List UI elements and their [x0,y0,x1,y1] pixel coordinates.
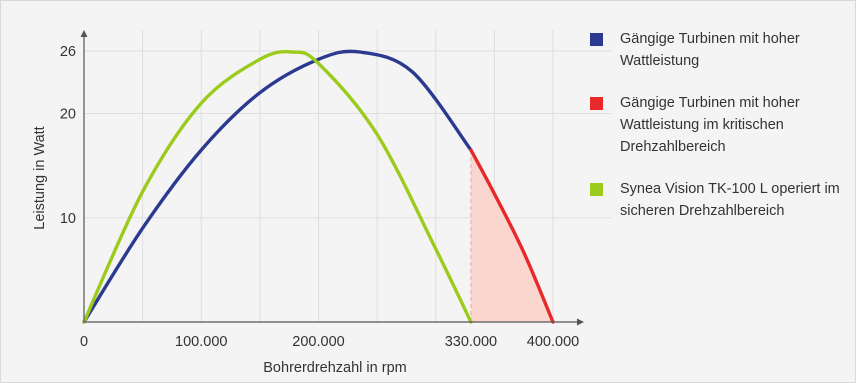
y-axis-title: Leistung in Watt [32,126,48,229]
series-line-synea [82,49,473,324]
legend-swatch-critical [590,97,603,110]
legend-label-standard: Gängige Turbinen mit hoher Wattleistung [620,31,800,69]
series [82,49,555,324]
series-line-standard [82,49,473,324]
axes [80,30,584,326]
x-axis-arrow [577,318,584,326]
x-axis-title: Bohrerdrehzahl in rpm [263,360,406,376]
y-tick-label: 20 [60,107,76,123]
x-tick-label: 100.000 [175,334,227,350]
legend-item-standard: Gängige Turbinen mit hoher Wattleistung [588,28,850,72]
legend-item-critical: Gängige Turbinen mit hoher Wattleistung … [588,92,850,158]
y-tick-label: 10 [60,211,76,227]
x-tick-label: 330.000 [445,334,497,350]
legend-swatch-synea [590,183,603,196]
series-line-critical [469,148,555,324]
x-tick-label: 0 [80,334,88,350]
y-axis-arrow [80,30,88,37]
legend-swatch-standard [590,33,603,46]
y-tick-label: 26 [60,44,76,60]
legend-label-synea: Synea Vision TK-100 L operiert im sicher… [620,181,840,219]
critical-zone-fill [470,150,553,322]
x-tick-label: 400.000 [527,334,579,350]
legend: Gängige Turbinen mit hoher Wattleistung … [588,28,850,242]
tick-labels: 0 100.000 200.000 330.000 400.000 10 20 26 [60,44,579,350]
legend-label-critical: Gängige Turbinen mit hoher Wattleistung … [620,95,800,155]
legend-item-synea: Synea Vision TK-100 L operiert im sicher… [588,178,850,222]
x-tick-label: 200.000 [292,334,344,350]
